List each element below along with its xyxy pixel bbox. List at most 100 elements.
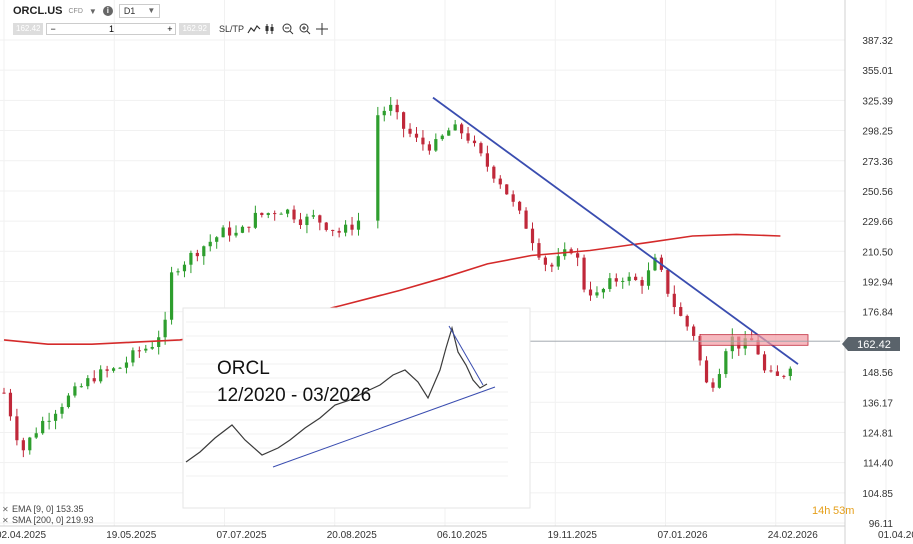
x-tick-label: 06.10.2025: [437, 530, 487, 541]
candle-body: [234, 232, 238, 236]
inset-down-trendline: [448, 325, 484, 386]
candle-body: [47, 420, 51, 422]
chevron-down-icon: ▼: [147, 6, 156, 15]
zoom-out-icon[interactable]: [281, 23, 295, 35]
y-tick-label: 298.25: [862, 127, 893, 138]
inset-price-line: [185, 325, 488, 463]
candle-body: [518, 201, 522, 211]
y-tick-label: 355.01: [862, 66, 893, 77]
candle-body: [28, 437, 32, 451]
quantity-value[interactable]: 1: [108, 24, 114, 34]
candle-body: [202, 246, 206, 257]
inset-period: 12/2020 - 03/2026: [217, 385, 371, 406]
candle-body: [472, 140, 477, 144]
candle-body: [627, 276, 631, 281]
candle-body: [634, 276, 638, 281]
candle-body: [227, 227, 232, 236]
candle-body: [672, 293, 676, 308]
gear-icon[interactable]: ✕: [2, 516, 9, 525]
candle-body: [21, 440, 25, 451]
info-icon[interactable]: i: [102, 6, 113, 16]
timer-minutes: 53m: [833, 505, 854, 517]
candle-body: [292, 209, 296, 220]
y-tick-label: 273.36: [862, 157, 893, 168]
y-tick-label: 176.84: [862, 308, 893, 319]
candle-body: [8, 392, 13, 417]
quantity-stepper[interactable]: − 1 +: [46, 23, 177, 35]
candle-body: [601, 288, 606, 293]
candle-body: [79, 386, 83, 388]
line-chart-icon[interactable]: [247, 23, 261, 35]
candle-chart-icon[interactable]: [264, 23, 278, 35]
last-price-label: 162.42: [857, 339, 891, 351]
sma-200-line: [3, 233, 781, 345]
candle-body: [511, 194, 515, 202]
candle-body: [788, 368, 792, 377]
symbol-label[interactable]: ORCL.US: [13, 5, 63, 17]
candle-body: [466, 133, 470, 141]
chevron-down-icon[interactable]: ▼: [88, 6, 97, 16]
gear-icon[interactable]: ✕: [2, 505, 9, 514]
candle-body: [646, 270, 651, 286]
candle-body: [111, 368, 116, 371]
candle-body: [53, 413, 58, 421]
candle-body: [305, 216, 309, 226]
sma-label: SMA [200, 0] 219.93: [12, 515, 94, 525]
candle-body: [530, 228, 535, 244]
chart-toolbar: ORCL.US CFD ▼ i D1 ▼ 162.42 − 1 + 162.92 …: [0, 0, 860, 40]
candle-body: [118, 367, 122, 369]
sltp-button[interactable]: SL/TP: [218, 24, 244, 34]
inset-chart: ORCL 12/2020 - 03/2026: [182, 307, 531, 509]
y-tick-label: 210.50: [862, 247, 893, 258]
time-axis: 02.04.2025 19.05.2025 07.07.2025 20.08.2025…: [0, 530, 913, 541]
candle-body: [395, 104, 399, 113]
minus-icon[interactable]: −: [50, 24, 56, 34]
last-price-badge: 162.42: [842, 337, 900, 351]
candle-body: [569, 249, 573, 254]
candle-body: [318, 215, 322, 223]
candle-body: [86, 378, 90, 387]
candle-body: [408, 128, 412, 134]
indicator-legend: ✕ EMA [9, 0] 153.35 ✕ SMA [200, 0] 219.9…: [2, 504, 94, 525]
candle-body: [253, 212, 257, 228]
candle-body: [640, 280, 644, 286]
plus-icon[interactable]: +: [167, 24, 173, 34]
candle-body: [273, 213, 277, 215]
x-tick-label: 24.02.2026: [768, 530, 818, 541]
candle-body: [576, 253, 580, 258]
candle-body: [260, 212, 264, 216]
candle-body: [460, 124, 464, 134]
candle-body: [505, 184, 509, 195]
candle-body: [285, 209, 290, 214]
instrument-type: CFD: [68, 7, 83, 15]
trend-line[interactable]: [432, 96, 799, 365]
crosshair-icon[interactable]: [315, 23, 329, 35]
candle-body: [453, 124, 457, 131]
candle-body: [41, 420, 45, 434]
candle-body: [150, 346, 154, 349]
zoom-in-icon[interactable]: [298, 23, 312, 35]
sell-price[interactable]: 162.42: [13, 23, 44, 35]
resistance-zone[interactable]: [699, 334, 809, 346]
candle-body: [440, 135, 444, 140]
buy-price[interactable]: 162.92: [179, 23, 210, 35]
candle-body: [711, 382, 715, 388]
candle-body: [421, 137, 425, 145]
candle-body: [66, 395, 71, 407]
candle-body: [537, 243, 541, 258]
x-tick-label: 20.08.2025: [327, 530, 377, 541]
timeframe-select[interactable]: D1 ▼: [118, 4, 161, 18]
x-tick-label: 07.01.2026: [657, 530, 707, 541]
candle-body: [769, 370, 773, 372]
candle-body: [92, 378, 96, 382]
candle-body: [343, 224, 348, 233]
candle-body: [782, 375, 786, 377]
timeframe-value: D1: [123, 6, 136, 16]
candle-body: [266, 213, 270, 216]
y-tick-label: 229.66: [862, 217, 893, 228]
candle-body: [595, 292, 599, 296]
y-tick-label: 148.56: [862, 368, 893, 379]
candle-body: [189, 252, 193, 265]
candle-body: [195, 252, 199, 257]
